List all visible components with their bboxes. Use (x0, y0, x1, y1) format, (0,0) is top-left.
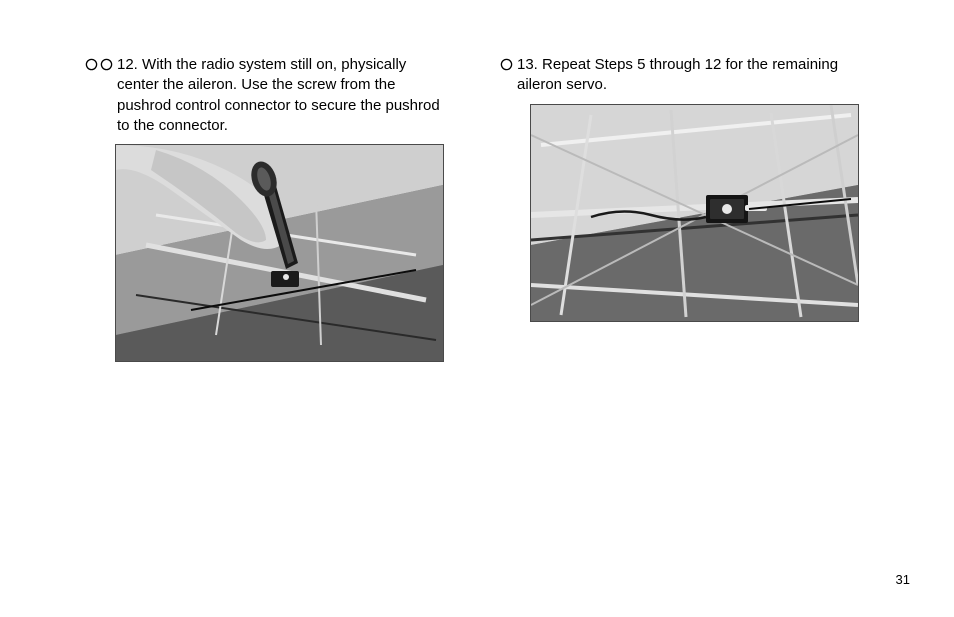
step-12-number: 12. (117, 56, 138, 73)
page: 12. With the radio system still on, phys… (0, 0, 954, 617)
step-13-checkboxes (500, 55, 513, 71)
step-12: 12. With the radio system still on, phys… (85, 55, 445, 136)
step-12-body: With the radio system still on, physical… (117, 56, 440, 134)
page-number: 31 (896, 572, 910, 587)
checkbox-icon (500, 58, 513, 71)
checkbox-icon (100, 58, 113, 71)
step-13: 13. Repeat Steps 5 through 12 for the re… (500, 55, 860, 96)
figure-step-12 (115, 144, 444, 362)
step-13-body: Repeat Steps 5 through 12 for the remain… (517, 56, 838, 93)
step-12-text: 12. With the radio system still on, phys… (117, 55, 445, 136)
step-12-checkboxes (85, 55, 113, 71)
left-column: 12. With the radio system still on, phys… (85, 55, 445, 362)
step-13-number: 13. (517, 56, 538, 73)
right-column: 13. Repeat Steps 5 through 12 for the re… (500, 55, 860, 322)
step-13-text: 13. Repeat Steps 5 through 12 for the re… (517, 55, 860, 96)
figure-step-13 (530, 104, 859, 322)
checkbox-icon (85, 58, 98, 71)
